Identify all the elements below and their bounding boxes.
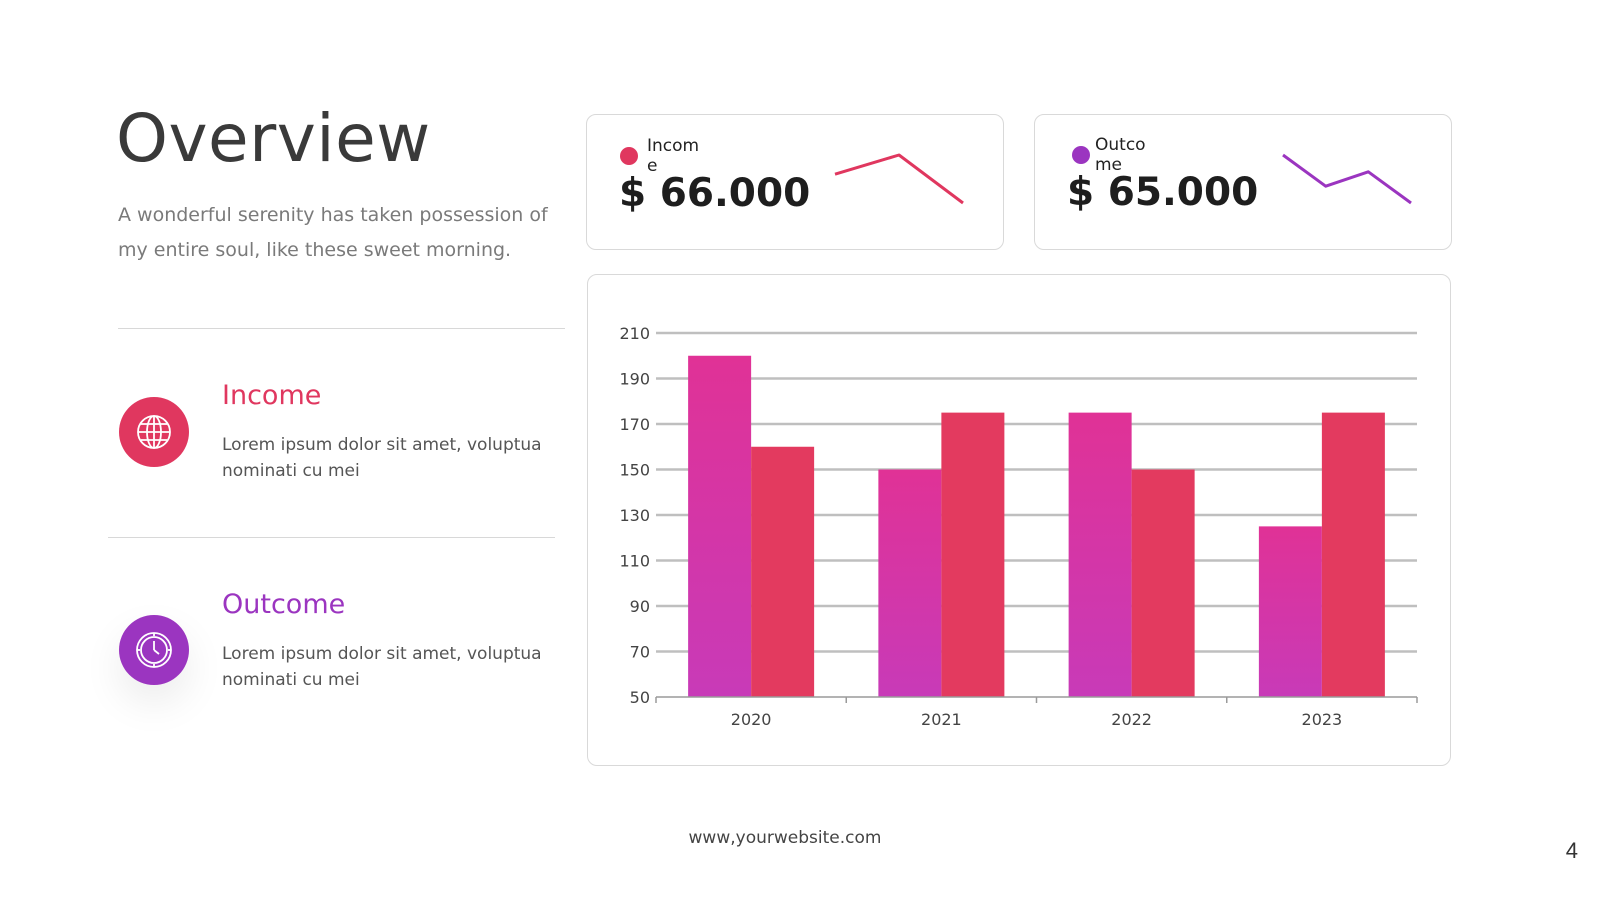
x-tick-label: 2022 <box>1111 710 1152 729</box>
bar-series-1-2023 <box>1258 526 1322 697</box>
bar-series-2-2020 <box>751 446 815 697</box>
y-tick-label: 50 <box>630 688 650 707</box>
x-tick-label: 2023 <box>1302 710 1343 729</box>
outcome-sparkline <box>1282 153 1412 205</box>
income-heading: Income <box>222 380 322 411</box>
bar-series-2-2023 <box>1321 412 1385 697</box>
income-icon-badge <box>119 397 189 467</box>
income-dot <box>620 147 638 165</box>
page-subtitle: A wonderful serenity has taken possessio… <box>118 204 548 261</box>
bar-series-1-2021 <box>878 469 942 697</box>
income-kpi-value: $ 66.000 <box>619 171 811 216</box>
outcome-kpi-card: Outcome $ 65.000 <box>1034 114 1452 250</box>
income-kpi-card: Income $ 66.000 <box>586 114 1004 250</box>
y-tick-label: 130 <box>619 506 650 525</box>
footer-website[interactable]: www,yourwebsite.com <box>688 828 882 848</box>
income-kpi-label: Income <box>647 136 700 176</box>
income-sparkline <box>834 153 964 205</box>
divider-top <box>118 328 565 329</box>
page-number: 4 <box>1565 838 1578 863</box>
y-tick-label: 70 <box>630 643 650 662</box>
y-tick-label: 170 <box>619 415 650 434</box>
outcome-dot <box>1072 146 1090 164</box>
y-tick-label: 190 <box>619 370 650 389</box>
chart-card: 210 190 170 150 130 110 90 70 50 2020 2021 2022 2023 <box>587 274 1451 766</box>
y-tick-label: 110 <box>619 552 650 571</box>
outcome-kpi-label: Outcome <box>1095 135 1146 175</box>
y-tick-label: 90 <box>630 597 650 616</box>
outcome-icon-badge <box>119 615 189 685</box>
bar-series-1-2020 <box>688 355 752 697</box>
outcome-kpi-value: $ 65.000 <box>1067 170 1259 215</box>
clock-icon <box>136 632 172 668</box>
bar-chart: 210 190 170 150 130 110 90 70 50 2020 2021 2022 2023 <box>619 324 1418 729</box>
y-tick-label: 150 <box>619 461 650 480</box>
bar-series-1-2022 <box>1068 412 1132 697</box>
page-title: Overview <box>116 100 431 177</box>
outcome-heading: Outcome <box>222 589 346 620</box>
divider-middle <box>108 537 555 538</box>
bar-series-2-2022 <box>1131 469 1195 697</box>
globe-icon <box>137 415 171 449</box>
x-tick-label: 2020 <box>731 710 772 729</box>
outcome-text: Lorem ipsum dolor sit amet, voluptua nom… <box>222 644 542 690</box>
bar-series-2-2021 <box>941 412 1005 697</box>
income-text: Lorem ipsum dolor sit amet, voluptua nom… <box>222 435 542 481</box>
x-tick-label: 2021 <box>921 710 962 729</box>
y-tick-label: 210 <box>619 324 650 343</box>
